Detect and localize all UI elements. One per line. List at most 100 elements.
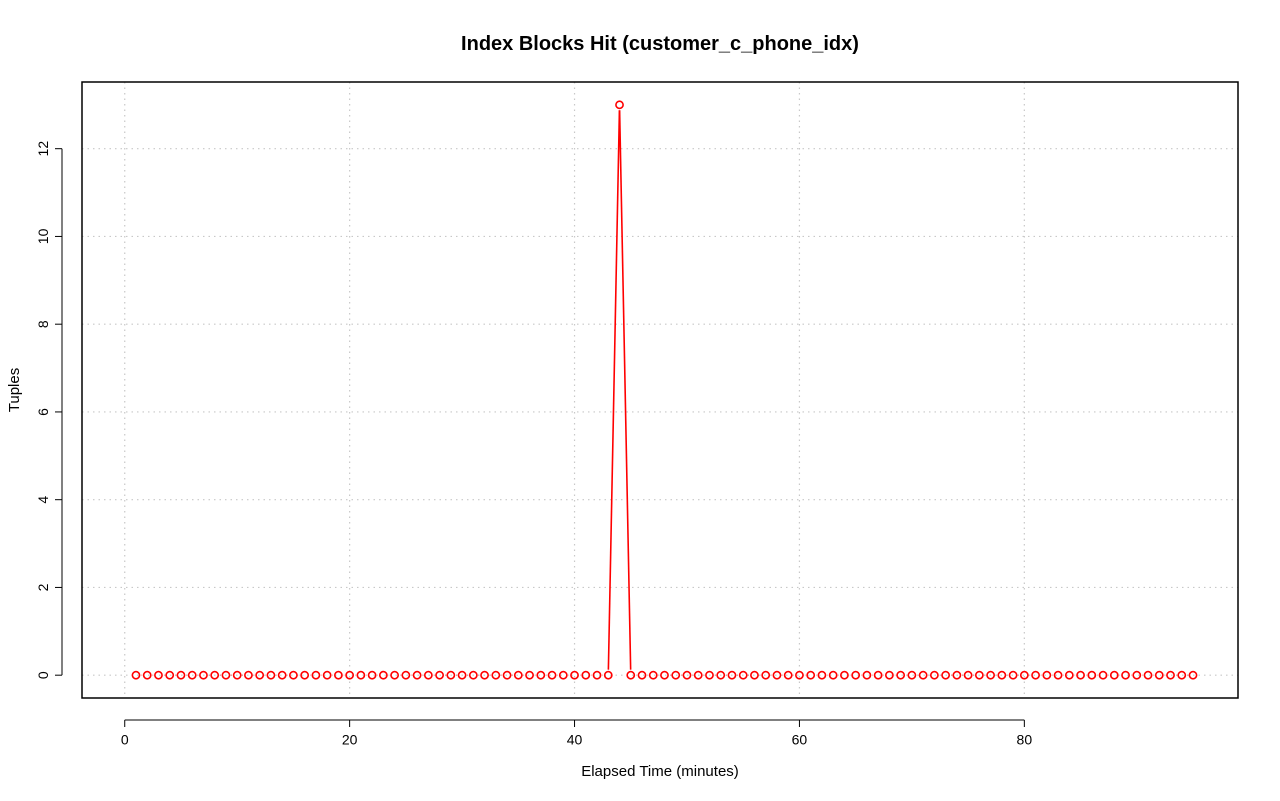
data-point: [795, 670, 804, 680]
x-tick-label: 0: [121, 731, 129, 747]
data-point: [311, 670, 321, 680]
data-point: [547, 670, 557, 680]
data-point: [423, 670, 433, 680]
series-line-segment: [607, 110, 621, 670]
data-point: [918, 670, 928, 680]
data-point: [986, 670, 996, 680]
data-point: [761, 670, 771, 680]
data-point: [446, 670, 456, 680]
y-tick-label: 12: [35, 141, 51, 157]
data-point: [772, 670, 782, 680]
data-point: [1121, 670, 1130, 680]
y-tick-label: 0: [35, 671, 51, 679]
data-point: [244, 670, 253, 680]
data-point: [289, 670, 298, 680]
data-point: [491, 670, 501, 680]
data-point: [1098, 670, 1108, 680]
data-point: [1031, 670, 1040, 680]
data-point: [210, 670, 220, 680]
data-point: [468, 670, 478, 680]
y-axis-label: Tuples: [6, 368, 23, 412]
data-point: [648, 670, 658, 680]
data-point: [1188, 670, 1198, 680]
y-tick-label: 6: [35, 408, 51, 416]
data-point: [840, 670, 849, 680]
y-tick-label: 4: [35, 496, 51, 504]
data-point: [929, 670, 939, 680]
data-point: [266, 670, 276, 680]
data-point: [1143, 670, 1153, 680]
data-point: [716, 670, 726, 680]
data-point: [1076, 670, 1085, 680]
data-point: [637, 670, 647, 680]
x-tick-label: 20: [342, 731, 358, 747]
data-point: [378, 670, 388, 680]
y-tick-label: 2: [35, 583, 51, 591]
data-point: [131, 670, 141, 680]
data-point: [356, 670, 366, 680]
data-point: [592, 670, 602, 680]
data-point: [1008, 670, 1018, 680]
data-point: [907, 670, 917, 680]
data-point: [615, 100, 624, 110]
data-point: [806, 670, 816, 680]
data-point: [345, 670, 355, 680]
data-point: [435, 670, 444, 680]
data-point: [502, 670, 512, 680]
data-point: [176, 670, 186, 680]
data-point: [367, 670, 377, 680]
data-point: [660, 670, 669, 680]
data-point: [997, 670, 1007, 680]
x-tick-label: 60: [792, 731, 808, 747]
data-point: [1053, 670, 1063, 680]
x-tick-label: 40: [567, 731, 583, 747]
y-axis: 0 2 4 6 8 10 12: [35, 141, 63, 679]
data-point: [727, 670, 737, 680]
data-point: [322, 670, 332, 680]
data-point: [187, 670, 197, 680]
data-point: [277, 670, 287, 680]
series-line-segment: [618, 110, 632, 670]
data-point: [851, 670, 861, 680]
data-point: [255, 670, 265, 680]
data-point: [536, 670, 546, 680]
data-point: [221, 670, 231, 680]
data-point: [750, 670, 759, 680]
data-point: [705, 670, 714, 680]
data-point: [828, 670, 838, 680]
data-point: [671, 670, 681, 680]
data-point: [1042, 670, 1052, 680]
data-point: [862, 670, 872, 680]
chart-title: Index Blocks Hit (customer_c_phone_idx): [461, 33, 859, 55]
data-point: [401, 670, 411, 680]
data-point: [199, 670, 208, 680]
data-point: [165, 670, 175, 680]
data-point: [412, 670, 422, 680]
data-point: [513, 670, 523, 680]
data-point: [1154, 670, 1164, 680]
data-point: [952, 670, 962, 680]
data-point: [885, 670, 894, 680]
data-point: [1109, 670, 1119, 680]
data-point: [783, 670, 793, 680]
data-point: [1166, 670, 1175, 680]
data-point: [390, 670, 400, 680]
x-axis: 0 20 40 60 80: [121, 719, 1033, 747]
data-point: [300, 670, 310, 680]
data-point: [525, 670, 534, 680]
data-point: [142, 670, 152, 680]
data-point: [963, 670, 973, 680]
data-point: [626, 670, 636, 680]
data-point: [682, 670, 692, 680]
data-point: [1064, 670, 1074, 680]
grid: [82, 82, 1238, 698]
x-tick-label: 80: [1017, 731, 1033, 747]
plot-frame: [81, 81, 1239, 699]
data-point: [603, 670, 613, 680]
data-point: [941, 670, 951, 680]
data-point: [480, 670, 489, 680]
data-point: [974, 670, 984, 680]
data-point: [333, 670, 343, 680]
data-point: [1177, 670, 1187, 680]
